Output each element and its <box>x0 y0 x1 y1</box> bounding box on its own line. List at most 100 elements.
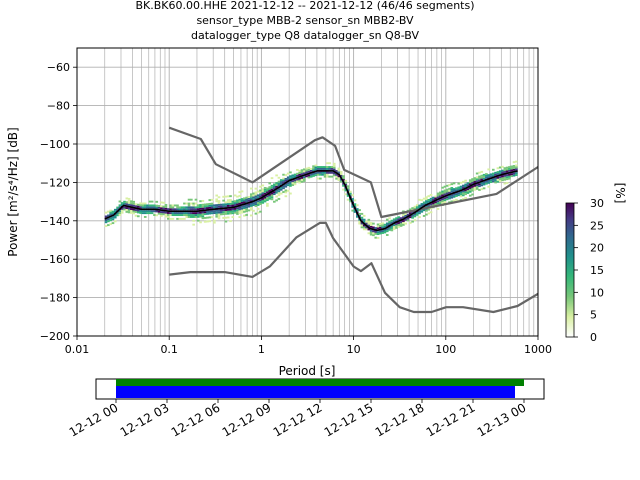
histogram-cell <box>471 187 474 190</box>
histogram-cell <box>468 181 472 184</box>
histogram-cell <box>342 177 345 180</box>
histogram-cell <box>107 220 110 223</box>
histogram-cell <box>180 208 184 211</box>
histogram-cell <box>351 200 354 202</box>
histogram-cell <box>478 175 481 178</box>
histogram-cell <box>438 191 442 194</box>
histogram-cell <box>312 174 315 177</box>
histogram-cell <box>171 204 175 207</box>
histogram-cell <box>166 217 170 220</box>
histogram-cell <box>432 204 435 207</box>
histogram-cell <box>220 205 223 208</box>
histogram-cell <box>482 173 486 176</box>
histogram-cell <box>335 177 338 180</box>
probability-histogram <box>104 160 518 239</box>
histogram-cell <box>282 179 285 182</box>
histogram-cell <box>176 206 179 209</box>
histogram-cell <box>289 192 292 195</box>
histogram-cell <box>192 212 195 215</box>
histogram-cell <box>489 181 493 184</box>
histogram-cell <box>478 179 481 182</box>
histogram-cell <box>342 184 345 187</box>
histogram-cell <box>190 206 193 209</box>
histogram-cell <box>501 169 504 172</box>
histogram-cell <box>120 202 124 205</box>
histogram-cell <box>208 220 212 223</box>
histogram-cell <box>498 166 502 169</box>
histogram-cell <box>319 173 322 176</box>
histogram-cell <box>113 208 117 211</box>
histogram-cell <box>330 171 334 174</box>
histogram-cell <box>358 222 361 225</box>
histogram-cell <box>196 213 200 216</box>
histogram-cell <box>196 204 200 207</box>
x-tick-label: 10 <box>347 343 361 356</box>
histogram-cell <box>496 176 500 179</box>
histogram-cell <box>150 200 154 203</box>
histogram-cell <box>443 201 447 204</box>
histogram-cell <box>471 180 474 183</box>
histogram-cell <box>222 205 225 208</box>
histogram-cell <box>226 216 230 219</box>
histogram-cell <box>206 210 209 213</box>
histogram-cell <box>487 181 490 184</box>
histogram-cell <box>256 204 260 206</box>
histogram-cell <box>425 198 428 201</box>
histogram-cell <box>427 212 431 215</box>
histogram-cell <box>362 228 366 231</box>
histogram-cell <box>503 174 507 177</box>
histogram-cell <box>353 199 357 202</box>
histogram-cell <box>441 192 444 195</box>
histogram-cell <box>427 204 431 207</box>
histogram-cell <box>132 202 136 205</box>
histogram-cell <box>194 214 198 216</box>
histogram-cell <box>342 175 345 178</box>
histogram-cell <box>132 204 136 207</box>
histogram-cell <box>273 183 276 186</box>
histogram-cell <box>127 201 131 204</box>
histogram-cell <box>374 236 378 239</box>
histogram-cell <box>104 225 108 228</box>
histogram-cell <box>125 203 129 206</box>
histogram-cell <box>254 204 258 207</box>
histogram-cell <box>199 205 202 208</box>
histogram-cell <box>445 196 449 199</box>
histogram-cell <box>326 166 329 168</box>
histogram-cell <box>298 170 301 173</box>
histogram-cell <box>376 227 380 230</box>
histogram-cell <box>148 204 152 207</box>
histogram-cell <box>505 176 509 179</box>
histogram-cell <box>277 184 281 187</box>
high-noise-model-line <box>168 126 538 219</box>
histogram-cell <box>468 187 472 189</box>
histogram-cell <box>510 169 514 172</box>
histogram-cell <box>275 182 278 185</box>
histogram-cell <box>210 216 214 219</box>
histogram-cell <box>358 220 361 223</box>
histogram-cell <box>291 184 295 186</box>
histogram-cell <box>450 190 454 193</box>
histogram-cell <box>323 168 327 170</box>
histogram-cell <box>455 189 458 192</box>
histogram-cell <box>411 207 414 210</box>
histogram-cell <box>360 212 364 215</box>
histogram-cell <box>381 226 384 229</box>
histogram-cell <box>141 202 145 205</box>
histogram-cell <box>231 200 235 203</box>
histogram-cell <box>130 209 133 212</box>
histogram-cell <box>263 196 267 199</box>
histogram-cell <box>201 211 205 214</box>
histogram-cell <box>307 176 311 179</box>
histogram-cell <box>328 175 331 178</box>
histogram-cell <box>512 161 516 164</box>
histogram-cell <box>399 217 403 220</box>
histogram-cell <box>441 194 444 197</box>
histogram-cell <box>120 207 124 210</box>
histogram-cell <box>160 201 163 204</box>
histogram-cell <box>418 216 421 219</box>
histogram-cell <box>286 178 290 181</box>
histogram-cell <box>229 220 232 223</box>
histogram-cell <box>208 202 212 205</box>
histogram-cell <box>178 206 182 209</box>
